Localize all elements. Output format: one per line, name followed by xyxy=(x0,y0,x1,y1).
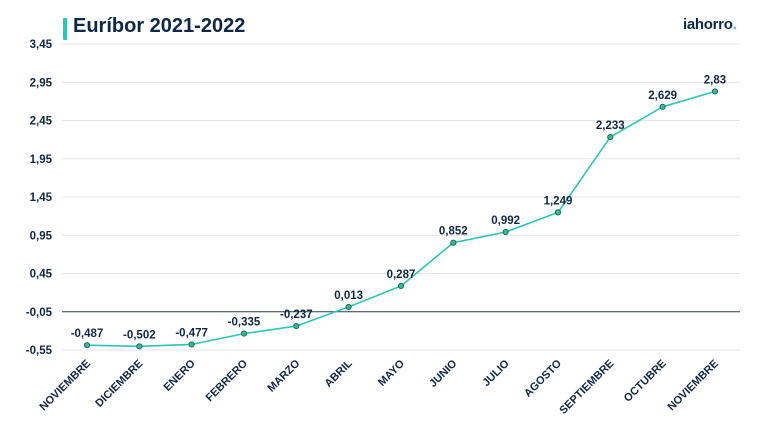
data-label: -0,237 xyxy=(280,309,313,321)
data-label: 2,629 xyxy=(648,90,677,102)
title-accent-bar xyxy=(63,18,67,40)
y-tick-label: 0,95 xyxy=(30,230,53,242)
data-label: 2,233 xyxy=(596,120,625,132)
y-tick-label: 3,45 xyxy=(30,39,53,51)
y-tick-label: -0,55 xyxy=(26,345,53,357)
data-label: -0,477 xyxy=(175,327,208,339)
data-label: -0,487 xyxy=(71,328,104,340)
data-point xyxy=(83,342,91,349)
x-tick-label: MAYO xyxy=(376,357,407,388)
data-point xyxy=(240,330,248,337)
data-label: -0,335 xyxy=(228,317,261,329)
x-tick-label: ENERO xyxy=(162,357,198,393)
data-label: 0,013 xyxy=(334,290,363,302)
x-tick-label: JULIO xyxy=(480,357,512,389)
x-tick-label: JUNIO xyxy=(427,357,460,390)
x-tick-label: NOVIEMBRE xyxy=(38,358,94,414)
data-label: 2,83 xyxy=(704,74,726,86)
x-tick-label: MARZO xyxy=(265,357,302,394)
x-tick-label: SEPTIEMBRE xyxy=(557,358,616,417)
data-point xyxy=(188,341,195,348)
x-tick-label: AGOSTO xyxy=(522,357,564,399)
data-point xyxy=(450,239,457,246)
y-tick-label: 1,95 xyxy=(30,154,53,166)
x-tick-label: NOVIEMBRE xyxy=(665,358,721,414)
data-point xyxy=(293,322,300,330)
brand-logo: iahorro. xyxy=(683,16,737,33)
data-point xyxy=(345,303,352,311)
y-tick-label: 2,95 xyxy=(30,77,53,89)
data-point xyxy=(136,343,143,350)
y-tick-label: 2,45 xyxy=(30,116,53,128)
y-tick-label: 1,45 xyxy=(30,192,53,204)
data-label: 1,249 xyxy=(544,195,573,207)
data-point xyxy=(711,88,719,95)
x-tick-label: FEBRERO xyxy=(204,357,251,404)
data-point xyxy=(554,209,562,216)
x-tick-label: ABRIL xyxy=(323,357,355,389)
data-point xyxy=(502,228,509,236)
brand-logo-dot: . xyxy=(732,16,737,33)
x-tick-label: OCTUBRE xyxy=(622,358,669,405)
data-label: -0,502 xyxy=(123,329,156,341)
data-label: 0,992 xyxy=(491,215,520,227)
brand-logo-text: iahorro xyxy=(683,16,733,33)
y-tick-label: -0,05 xyxy=(26,307,53,319)
y-tick-label: 0,45 xyxy=(30,269,53,281)
data-point xyxy=(397,282,405,290)
x-tick-label: DICIEMBRE xyxy=(93,358,145,410)
data-point xyxy=(607,134,614,141)
chart-title: Euríbor 2021-2022 xyxy=(73,15,246,37)
data-point xyxy=(659,103,666,110)
data-label: 0,287 xyxy=(387,269,416,281)
data-label: 0,852 xyxy=(439,226,468,238)
